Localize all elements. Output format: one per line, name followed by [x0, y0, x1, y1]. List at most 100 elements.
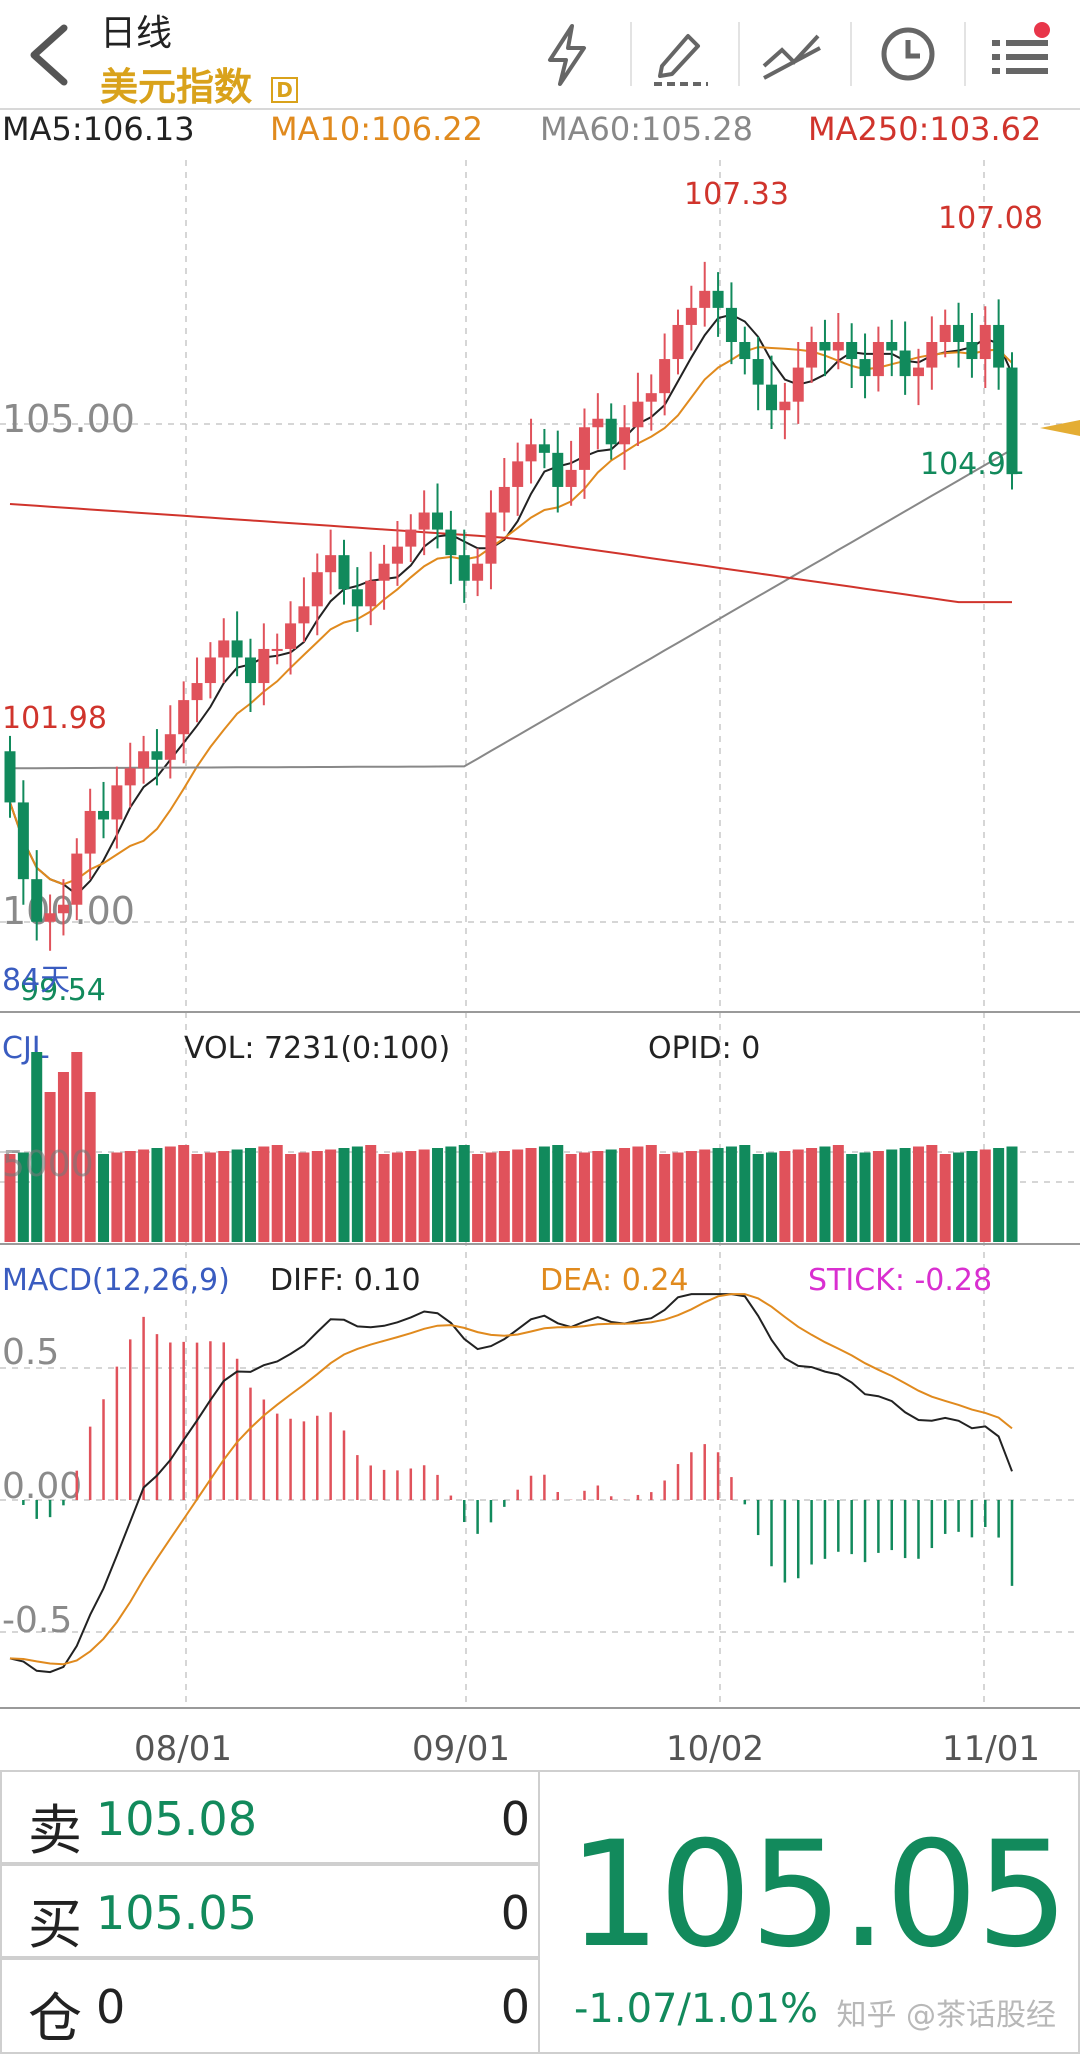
candle-body	[819, 342, 831, 351]
candle-body	[498, 486, 510, 513]
volume-axis-label: 5000	[2, 1144, 94, 1185]
low-annotation: 99.54	[20, 973, 106, 1008]
high-annotation: 107.33	[684, 177, 789, 212]
volume-bar	[792, 1149, 804, 1242]
volume-bar	[391, 1152, 403, 1242]
volume-bar	[939, 1154, 951, 1242]
volume-bar	[578, 1152, 590, 1242]
volume-bar	[592, 1151, 604, 1242]
volume-bar	[472, 1154, 484, 1242]
volume-bar	[458, 1145, 470, 1242]
instrument-name[interactable]: 美元指数 D	[100, 56, 298, 111]
candle-body	[739, 342, 751, 360]
candle-body	[124, 768, 136, 786]
volume-bar	[1006, 1146, 1018, 1242]
candle-body	[298, 606, 310, 624]
candle-body	[619, 427, 631, 445]
volume-bar	[685, 1151, 697, 1242]
price-change: -1.07/1.01%	[574, 1986, 819, 2032]
price-label-105: 105.00	[2, 397, 135, 441]
candle-body	[325, 555, 337, 573]
candle-body	[552, 452, 564, 487]
candle-body	[178, 700, 190, 735]
volume-bar	[645, 1145, 657, 1242]
volume-bar	[739, 1145, 751, 1242]
volume-bar	[244, 1148, 256, 1242]
candle-body	[405, 529, 417, 547]
ma10-line	[9, 346, 1013, 886]
volume-bars	[4, 1052, 1018, 1242]
flash-icon[interactable]	[526, 14, 606, 94]
sell-label: 卖	[28, 1799, 82, 1862]
macd-label-05: 0.5	[2, 1332, 59, 1373]
volume-bar	[365, 1145, 377, 1242]
candle-body	[779, 401, 791, 411]
position-row[interactable]: 仓 0 0	[0, 1958, 540, 2054]
volume-bar	[525, 1148, 537, 1242]
x-label-0901: 09/01	[412, 1729, 510, 1769]
vol-value: VOL: 7231(0:100)	[184, 1031, 450, 1066]
volume-bar	[979, 1149, 991, 1242]
volume-bar	[57, 1072, 69, 1242]
candle-body	[4, 751, 16, 803]
candle-body	[98, 810, 110, 820]
volume-bar	[846, 1154, 858, 1242]
buy-qty: 0	[500, 1886, 530, 1940]
candle-body	[525, 444, 537, 462]
volume-bar	[351, 1146, 363, 1242]
candle-body	[432, 512, 444, 530]
current-price-marker	[1040, 420, 1080, 436]
last-price-box: 105.05 -1.07/1.01% 知乎 @茶话股经	[540, 1770, 1080, 2054]
ma10-value: MA10:106.22	[270, 110, 483, 148]
candle-body	[204, 657, 216, 684]
candle-body	[338, 555, 350, 590]
volume-bar	[298, 1152, 310, 1242]
volume-bar	[565, 1154, 577, 1242]
candle-body	[806, 342, 818, 368]
volume-bar	[779, 1151, 791, 1242]
buy-row[interactable]: 买 105.05 0	[0, 1864, 540, 1958]
volume-bar	[832, 1145, 844, 1242]
volume-bar	[926, 1145, 938, 1242]
macd-plot	[9, 1293, 1014, 1674]
volume-bar	[111, 1152, 123, 1242]
diff-value: DIFF: 0.10	[270, 1263, 421, 1298]
candle-body	[391, 546, 403, 564]
volume-bar	[819, 1146, 831, 1242]
draw-pen-icon[interactable]	[640, 14, 720, 94]
ma5-line	[9, 313, 1013, 896]
volume-bar	[71, 1052, 83, 1242]
volume-bar	[498, 1151, 510, 1242]
candle-body	[244, 657, 256, 684]
volume-bar	[84, 1092, 96, 1242]
dea-line	[9, 1293, 1013, 1666]
candle-body	[792, 367, 804, 402]
candles	[4, 261, 1018, 951]
candle-body	[191, 683, 203, 701]
volume-bar	[659, 1154, 671, 1242]
volume-bar	[538, 1146, 550, 1242]
volume-bar	[512, 1149, 524, 1242]
volume-bar	[725, 1146, 737, 1242]
volume-bar	[619, 1148, 631, 1242]
volume-bar	[432, 1148, 444, 1242]
menu-list-icon[interactable]	[980, 14, 1060, 94]
candle-body	[672, 324, 684, 360]
candle-body	[659, 359, 671, 394]
candle-body	[151, 751, 163, 760]
candle-body	[71, 853, 83, 905]
back-icon[interactable]	[20, 20, 80, 90]
trend-line-icon[interactable]	[752, 14, 832, 94]
kline-chart[interactable]: 105.00 100.00 107.33 107.08 104.91 101.9…	[0, 160, 1080, 1770]
candle-body	[966, 342, 978, 360]
sell-row[interactable]: 卖 105.08 0	[0, 1770, 540, 1864]
candle-body	[57, 904, 69, 914]
volume-bar	[605, 1149, 617, 1242]
volume-bar	[164, 1146, 176, 1242]
volume-bar	[378, 1154, 390, 1242]
candle-body	[311, 572, 323, 607]
volume-bar	[445, 1146, 457, 1242]
macd-label-000: 0.00	[2, 1466, 82, 1507]
clock-icon[interactable]	[868, 14, 948, 94]
volume-bar	[712, 1148, 724, 1242]
